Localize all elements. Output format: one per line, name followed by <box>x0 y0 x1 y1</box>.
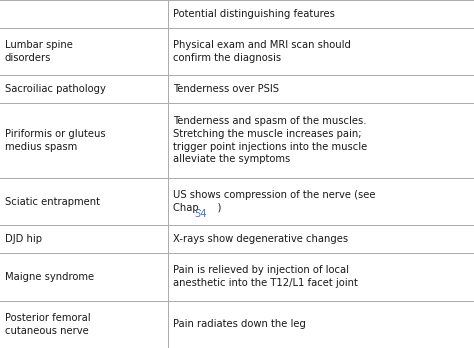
Text: Sciatic entrapment: Sciatic entrapment <box>5 197 100 207</box>
Text: Physical exam and MRI scan should
confirm the diagnosis: Physical exam and MRI scan should confir… <box>173 40 351 63</box>
Text: X-rays show degenerative changes: X-rays show degenerative changes <box>173 234 348 244</box>
Text: Sacroiliac pathology: Sacroiliac pathology <box>5 84 106 94</box>
Text: Tenderness over PSIS: Tenderness over PSIS <box>173 84 279 94</box>
Text: Pain is relieved by injection of local
anesthetic into the T12/L1 facet joint: Pain is relieved by injection of local a… <box>173 266 358 288</box>
Text: Maigne syndrome: Maigne syndrome <box>5 272 94 282</box>
Text: Potential distinguishing features: Potential distinguishing features <box>173 9 335 19</box>
Text: 54: 54 <box>194 209 207 219</box>
Text: Posterior femoral
cutaneous nerve: Posterior femoral cutaneous nerve <box>5 313 91 336</box>
Text: Lumbar spine
disorders: Lumbar spine disorders <box>5 40 73 63</box>
Text: Pain radiates down the leg: Pain radiates down the leg <box>173 319 306 329</box>
Text: US shows compression of the nerve (see
Chap.     ): US shows compression of the nerve (see C… <box>173 190 375 213</box>
Text: Tenderness and spasm of the muscles.
Stretching the muscle increases pain;
trigg: Tenderness and spasm of the muscles. Str… <box>173 116 367 165</box>
Text: Piriformis or gluteus
medius spasm: Piriformis or gluteus medius spasm <box>5 129 105 152</box>
Text: DJD hip: DJD hip <box>5 234 42 244</box>
